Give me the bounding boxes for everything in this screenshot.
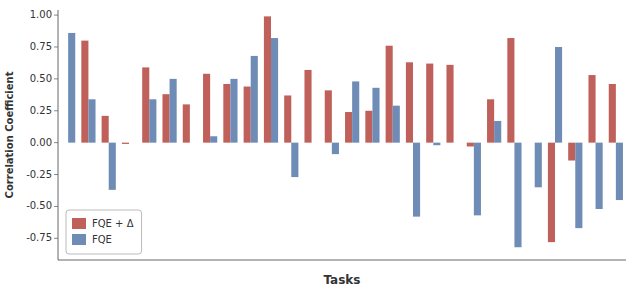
bar [190, 142, 197, 143]
bar [393, 106, 400, 143]
x-axis [58, 260, 626, 261]
bar [88, 99, 95, 142]
bar [555, 47, 562, 143]
bar [365, 111, 372, 143]
y-tick [54, 15, 58, 16]
bar [244, 87, 251, 143]
bar [467, 143, 474, 147]
bar [588, 75, 595, 143]
bar [223, 84, 230, 143]
bar [596, 143, 603, 209]
y-tick [54, 110, 58, 111]
y-axis: -0.75 -0.50 -0.25 0.00 0.25 0.50 0.75 1.00 [26, 9, 58, 260]
y-tick [54, 206, 58, 207]
legend-label: FQE + Δ [92, 218, 134, 229]
bar [548, 143, 555, 242]
legend-box [66, 210, 142, 254]
legend-label: FQE [92, 234, 112, 245]
bar [426, 64, 433, 143]
bar [264, 16, 271, 142]
y-tick-label: -0.50 [26, 200, 52, 211]
bar [230, 79, 237, 143]
chart-svg: -0.75 -0.50 -0.25 0.00 0.25 0.50 0.75 1.00 Tasks… [0, 0, 636, 290]
bar [129, 142, 136, 143]
bar [61, 142, 68, 143]
bar [142, 67, 149, 142]
legend-swatch [72, 218, 86, 229]
bar [454, 142, 461, 143]
bar [568, 143, 575, 161]
bar [203, 74, 210, 143]
bar [413, 143, 420, 217]
bar [372, 88, 379, 143]
bar [474, 143, 481, 216]
y-tick-label: 0.75 [30, 41, 52, 52]
bar [609, 84, 616, 143]
bar [271, 38, 278, 143]
y-tick-label: -0.25 [26, 169, 52, 180]
bar [251, 56, 258, 143]
legend: FQE + Δ FQE [66, 210, 142, 254]
bars [68, 16, 623, 247]
y-tick [54, 174, 58, 175]
y-tick [54, 46, 58, 47]
bar [162, 94, 169, 142]
bar [170, 79, 177, 143]
bar [304, 70, 311, 143]
bar [575, 143, 582, 228]
bar [332, 143, 339, 154]
bar [507, 38, 514, 143]
x-axis-line [58, 260, 626, 261]
bar [325, 90, 332, 142]
bar [514, 143, 521, 248]
bar [149, 99, 156, 142]
x-axis-label: Tasks [323, 273, 360, 287]
bar [312, 142, 319, 143]
bar [616, 143, 623, 200]
bar [210, 136, 217, 142]
bar [122, 143, 129, 144]
bar [386, 46, 393, 143]
y-tick-label: 1.00 [30, 9, 52, 20]
bar [102, 116, 109, 143]
y-tick [54, 142, 58, 143]
chart-container: -0.75 -0.50 -0.25 0.00 0.25 0.50 0.75 1.00 Tasks… [0, 0, 636, 290]
bar [109, 143, 116, 190]
bar [494, 121, 501, 143]
bar [345, 112, 352, 143]
bar [433, 143, 440, 146]
bar [535, 143, 542, 188]
bar [352, 81, 359, 142]
y-tick [54, 78, 58, 79]
y-tick-label: 0.00 [30, 137, 52, 148]
bar [528, 142, 535, 143]
bar [446, 65, 453, 143]
bar [81, 41, 88, 143]
y-tick-label: 0.25 [30, 105, 52, 116]
bar [284, 95, 291, 142]
y-tick-label: 0.50 [30, 73, 52, 84]
y-tick-label: -0.75 [26, 232, 52, 243]
bar [291, 143, 298, 177]
bar [487, 99, 494, 142]
bar [68, 33, 75, 143]
bar [183, 104, 190, 142]
y-tick [54, 238, 58, 239]
legend-swatch [72, 234, 86, 245]
bar [406, 62, 413, 142]
y-axis-label: Correlation Coefficient [4, 71, 15, 198]
y-axis-line [58, 10, 59, 260]
